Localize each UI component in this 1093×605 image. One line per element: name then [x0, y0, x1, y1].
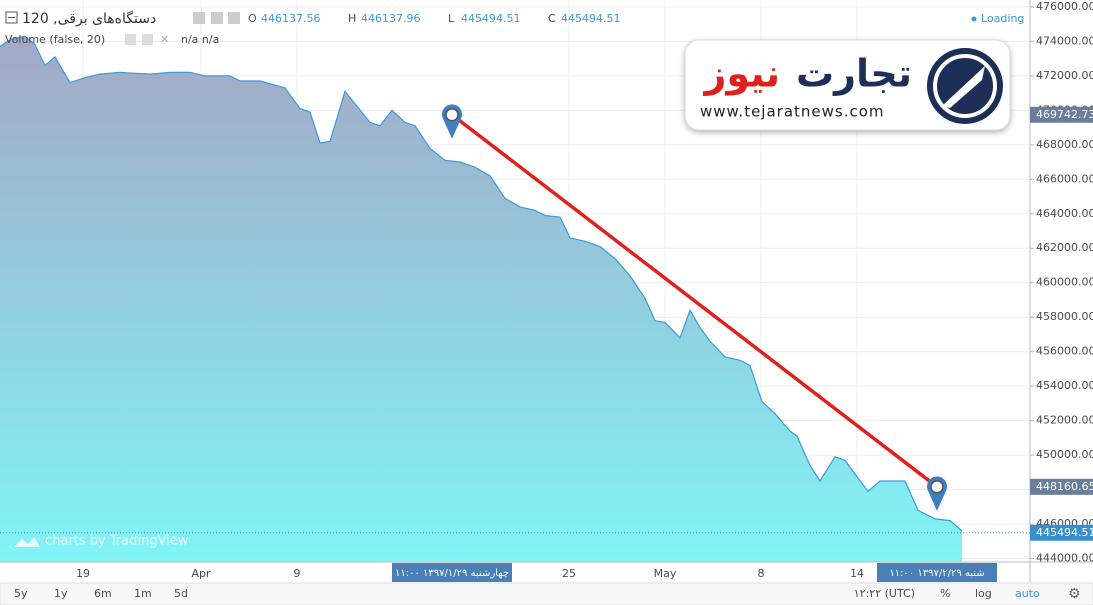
price-label: 469742.73	[1036, 108, 1093, 121]
price-label-box	[1030, 106, 1093, 123]
y-tick-label: 474000.00	[1036, 34, 1093, 47]
y-tick-label: 472000.00	[1036, 69, 1093, 82]
vol-close[interactable]: ✕	[160, 33, 169, 46]
logo-box	[684, 39, 1011, 131]
y-tick-label: 454000.00	[1036, 379, 1093, 392]
ohlc-value: 446137.96	[361, 12, 421, 25]
watermark: charts by TradingView	[45, 534, 189, 549]
x-tick-label: Apr	[191, 567, 211, 580]
pin-dot	[445, 108, 459, 122]
date-label-box	[392, 563, 512, 582]
plot	[0, 35, 963, 562]
range-button[interactable]: 5y	[14, 587, 28, 600]
logo-arrow	[942, 66, 985, 108]
settings-icon[interactable]	[228, 12, 240, 24]
x-tick-label: 25	[562, 567, 576, 580]
pin-dot	[930, 480, 944, 494]
option-button[interactable]: auto	[1015, 587, 1040, 600]
ohlc-value: 445494.51	[461, 12, 521, 25]
price-label-box	[1030, 524, 1093, 541]
line	[0, 35, 963, 532]
range-button[interactable]: 5d	[174, 587, 188, 600]
option-button[interactable]: log	[975, 587, 992, 600]
ohlc-label: L	[448, 12, 455, 25]
range-button[interactable]: 1m	[134, 587, 152, 600]
y-tick-label: 468000.00	[1036, 138, 1093, 151]
x-tick-label: 8	[758, 567, 765, 580]
area	[0, 36, 962, 562]
chart-title: دستگاه‌های برقی, 120	[22, 10, 156, 27]
menu-icon[interactable]	[193, 12, 205, 24]
y-tick-label: 452000.00	[1036, 414, 1093, 427]
option-button[interactable]: %	[940, 587, 950, 600]
trend-line	[450, 113, 939, 489]
logo-ring	[933, 54, 997, 118]
ohlc-label: H	[348, 12, 356, 25]
time-display: ۱۲:۲۲ (UTC)	[854, 587, 915, 600]
y-tick-label: 462000.00	[1036, 241, 1093, 254]
y-tick-label: 464000.00	[1036, 207, 1093, 220]
overlay	[0, 104, 1030, 534]
x-tick-label: 19	[76, 567, 90, 580]
logo-word2: نیوز	[703, 52, 780, 96]
vol-eye-icon[interactable]	[125, 34, 136, 45]
settings-gear[interactable]: ⚙	[1068, 586, 1081, 602]
logo-url: www.tejaratnews.com	[700, 103, 885, 121]
x-tick-label: May	[654, 567, 677, 580]
date-label-box	[877, 563, 997, 582]
bottom-toolbar	[0, 582, 1093, 605]
price-label: 448160.65	[1036, 480, 1093, 493]
logo: تجارت نیوز www.tejaratnews.com	[684, 39, 1011, 131]
volume-label: Volume (false, 20)	[5, 33, 105, 46]
ohlc-label: O	[248, 12, 257, 25]
y-tick-label: 458000.00	[1036, 310, 1093, 323]
y-tick-label: 460000.00	[1036, 276, 1093, 289]
ohlc-value: 446137.56	[261, 12, 321, 25]
y-tick-label: 444000.00	[1036, 552, 1093, 565]
status-dot	[971, 16, 977, 22]
range-button[interactable]: 1y	[54, 587, 68, 600]
x-tick-label: 9	[294, 567, 301, 580]
price-label: 445494.51	[1036, 526, 1093, 539]
logo-word1: تجارت	[796, 52, 912, 96]
status: Loading	[981, 12, 1024, 25]
x-tick-label: 14	[850, 567, 864, 580]
y-tick-label: 466000.00	[1036, 172, 1093, 185]
eye-icon[interactable]	[211, 12, 223, 24]
watermark-icon	[14, 537, 40, 547]
date-label: چهارشنبه ۱۳۹۷/۱/۲۹ ۱۱:۰۰	[395, 568, 509, 579]
vol-settings-icon[interactable]	[142, 34, 153, 45]
y-tick-label: 476000.00	[1036, 0, 1093, 13]
price-label-box	[1030, 478, 1093, 495]
volume-values: n/a n/a	[181, 33, 219, 46]
y-tick-label: 456000.00	[1036, 345, 1093, 358]
ohlc-value: 445494.51	[561, 12, 621, 25]
range-button[interactable]: 6m	[94, 587, 112, 600]
date-label: شنبه ۱۳۹۷/۲/۲۹ ۱۱:۰۰	[889, 568, 984, 579]
y-tick-label: 450000.00	[1036, 448, 1093, 461]
ohlc-label: C	[548, 12, 556, 25]
